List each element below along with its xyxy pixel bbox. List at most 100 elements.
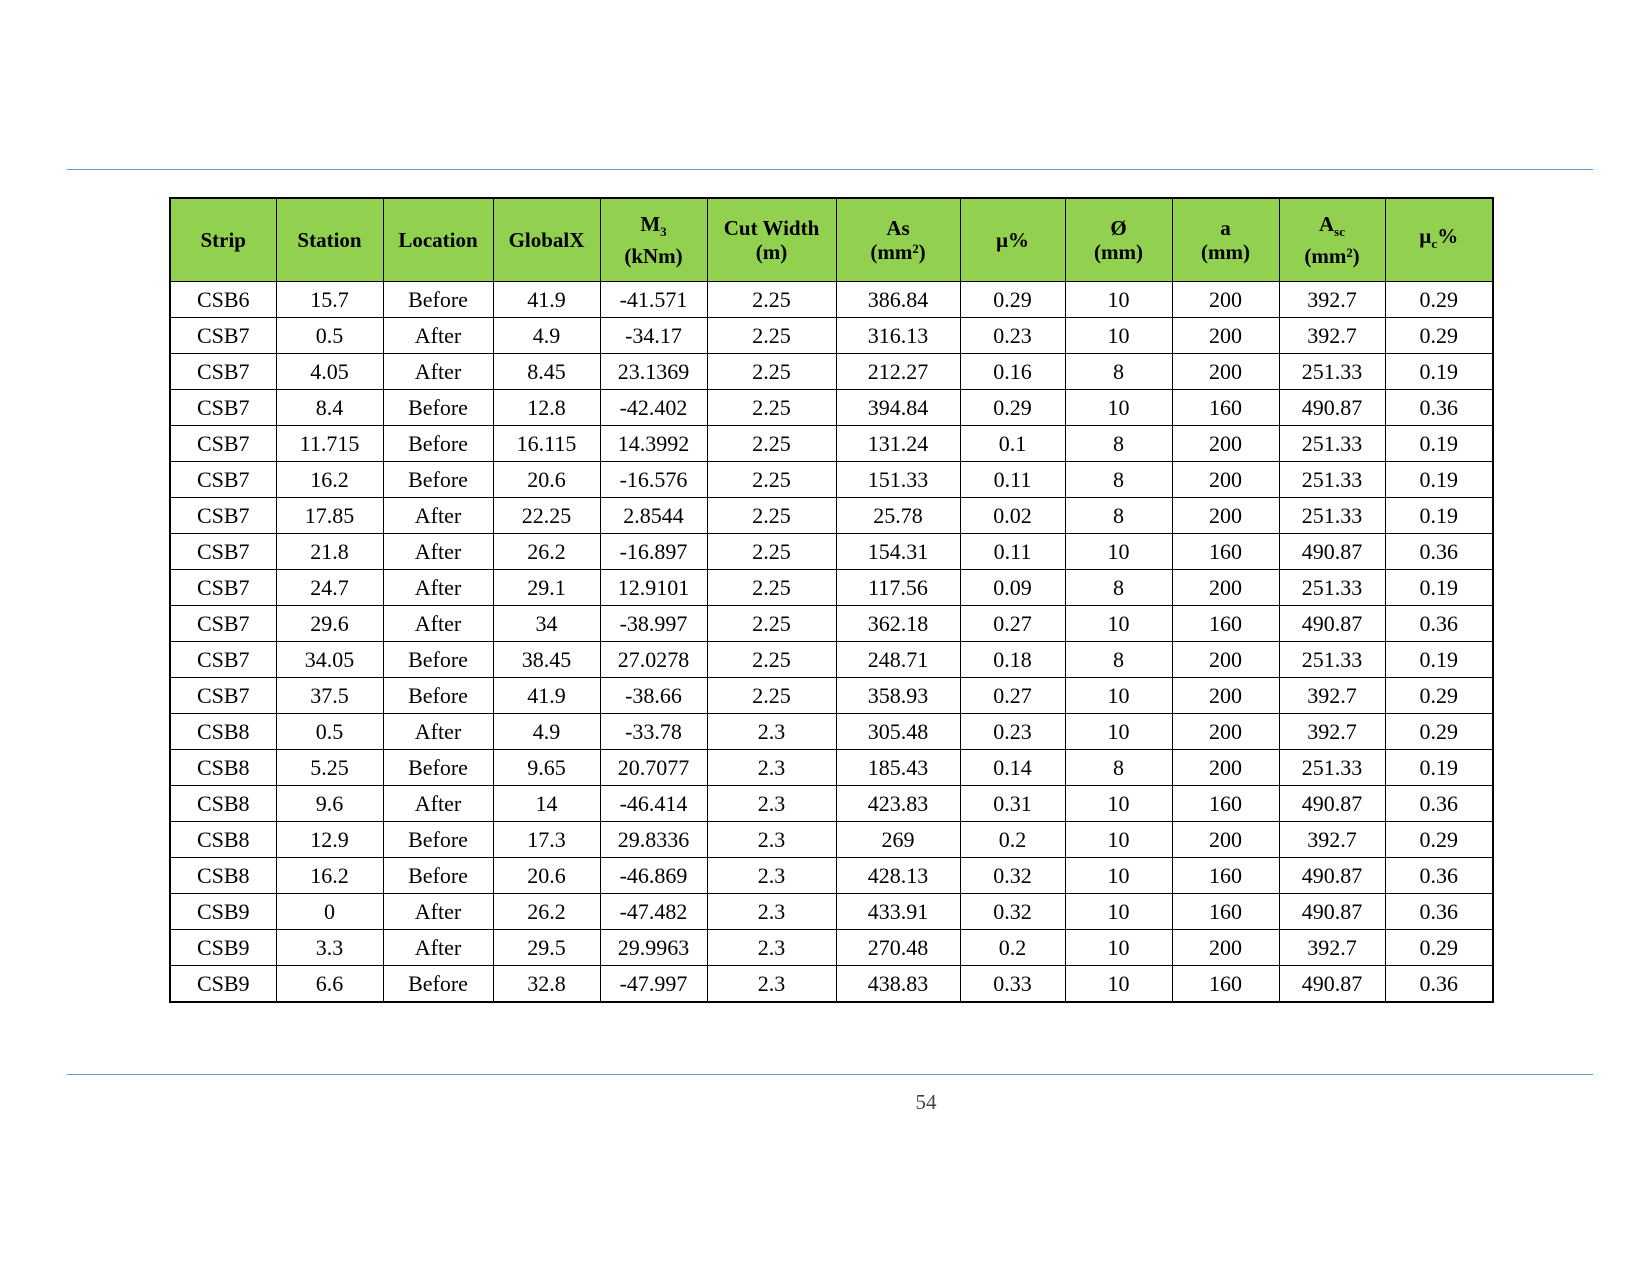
- table-cell: 3.3: [275, 929, 384, 966]
- table-cell: 251.33: [1278, 749, 1386, 786]
- table-cell: 22.25: [492, 497, 601, 534]
- column-header: µ%: [959, 197, 1066, 282]
- table-cell: CSB9: [169, 965, 277, 1003]
- table-cell: -47.997: [599, 965, 708, 1003]
- table-cell: 8.45: [492, 353, 601, 390]
- table-cell: 316.13: [835, 317, 961, 354]
- table-cell: 2.25: [706, 281, 837, 318]
- column-header: a (mm): [1171, 197, 1280, 282]
- table-cell: 160: [1171, 857, 1280, 894]
- table-row: CSB8 0.5 After 4.9 -33.78 2.3 305.48 0.23 10 200 3…: [169, 713, 1494, 750]
- table-cell: Before: [382, 749, 494, 786]
- table-cell: 200: [1171, 749, 1280, 786]
- table-row: CSB8 12.9 Before 17.3 29.8336 2.3 269 0.2 10 200 3…: [169, 821, 1494, 858]
- table-cell: 26.2: [492, 893, 601, 930]
- table-cell: 200: [1171, 641, 1280, 678]
- table-cell: 25.78: [835, 497, 961, 534]
- table-cell: 10: [1064, 929, 1173, 966]
- table-cell: 160: [1171, 893, 1280, 930]
- table-cell: 0.19: [1384, 569, 1494, 606]
- header-rule: [67, 169, 1593, 170]
- table-cell: 0.23: [959, 713, 1066, 750]
- table-cell: CSB7: [169, 461, 277, 498]
- table-cell: 160: [1171, 389, 1280, 426]
- table-row: CSB7 21.8 After 26.2 -16.897 2.25 154.31 0.11 10…: [169, 533, 1494, 570]
- table-cell: 394.84: [835, 389, 961, 426]
- table-cell: 10: [1064, 317, 1173, 354]
- table-cell: Before: [382, 281, 494, 318]
- table-cell: 12.9101: [599, 569, 708, 606]
- table-cell: CSB8: [169, 857, 277, 894]
- table-cell: 386.84: [835, 281, 961, 318]
- table-cell: 2.25: [706, 677, 837, 714]
- table-cell: 2.25: [706, 353, 837, 390]
- table-cell: 0.36: [1384, 785, 1494, 822]
- table-cell: 251.33: [1278, 641, 1386, 678]
- table-row: CSB8 16.2 Before 20.6 -46.869 2.3 428.13 0.32 10…: [169, 857, 1494, 894]
- column-header: M3 (kNm): [599, 197, 708, 282]
- table-cell: After: [382, 569, 494, 606]
- table-cell: Before: [382, 641, 494, 678]
- column-header: Station: [275, 197, 384, 282]
- table-cell: 10: [1064, 857, 1173, 894]
- table-cell: 251.33: [1278, 425, 1386, 462]
- table-cell: CSB7: [169, 353, 277, 390]
- table-cell: 21.8: [275, 533, 384, 570]
- table-cell: 10: [1064, 785, 1173, 822]
- table-row: CSB7 11.715 Before 16.115 14.3992 2.25 131.24 0…: [169, 425, 1494, 462]
- table-cell: 10: [1064, 533, 1173, 570]
- header-label: A: [1318, 211, 1335, 236]
- table-row: CSB9 0 After 26.2 -47.482 2.3 433.91 0.32 10 160 4…: [169, 893, 1494, 930]
- table-cell: 8: [1064, 425, 1173, 462]
- header-label: a: [1220, 216, 1231, 240]
- table-cell: 0.19: [1384, 353, 1494, 390]
- table-cell: 4.05: [275, 353, 384, 390]
- table-cell: 270.48: [835, 929, 961, 966]
- table-cell: 17.3: [492, 821, 601, 858]
- table-cell: 151.33: [835, 461, 961, 498]
- table-cell: 29.1: [492, 569, 601, 606]
- table-cell: CSB7: [169, 425, 277, 462]
- table-cell: 490.87: [1278, 965, 1386, 1003]
- table-cell: 2.25: [706, 317, 837, 354]
- header-label: Location: [398, 228, 478, 252]
- table-cell: CSB7: [169, 677, 277, 714]
- header-subscript: c: [1431, 236, 1438, 252]
- table-cell: 0.2: [959, 821, 1066, 858]
- table-cell: Before: [382, 425, 494, 462]
- table-cell: 12.8: [492, 389, 601, 426]
- table-row: CSB7 4.05 After 8.45 23.1369 2.25 212.27 0.16 8 2…: [169, 353, 1494, 390]
- header-label: Strip: [200, 228, 246, 252]
- table-cell: 251.33: [1278, 353, 1386, 390]
- table-cell: 131.24: [835, 425, 961, 462]
- table-cell: 2.3: [706, 749, 837, 786]
- table-cell: 24.7: [275, 569, 384, 606]
- table-cell: 305.48: [835, 713, 961, 750]
- footer-rule: [67, 1074, 1593, 1075]
- table-header-row: Strip Station Location GlobalX M3 (kNm) Cut Wi…: [169, 197, 1494, 282]
- table-cell: 34: [492, 605, 601, 642]
- table-cell: 200: [1171, 353, 1280, 390]
- table-cell: 11.715: [275, 425, 384, 462]
- table-cell: 26.2: [492, 533, 601, 570]
- table-cell: 0.2: [959, 929, 1066, 966]
- table-cell: CSB8: [169, 749, 277, 786]
- table-cell: Before: [382, 677, 494, 714]
- header-label: Station: [297, 228, 362, 252]
- reinforcement-table: Strip Station Location GlobalX M3 (kNm) Cut Wi…: [169, 197, 1494, 1003]
- column-header: µc%: [1384, 197, 1494, 282]
- table-cell: 0.19: [1384, 749, 1494, 786]
- table-cell: 0.19: [1384, 497, 1494, 534]
- table-cell: 32.8: [492, 965, 601, 1003]
- table-cell: 16.115: [492, 425, 601, 462]
- table-cell: 0.02: [959, 497, 1066, 534]
- table-cell: 10: [1064, 965, 1173, 1003]
- table-cell: 248.71: [835, 641, 961, 678]
- table-cell: 0.5: [275, 317, 384, 354]
- table-cell: 2.25: [706, 569, 837, 606]
- table-cell: Before: [382, 821, 494, 858]
- table-cell: 0.29: [959, 281, 1066, 318]
- page-number: 54: [915, 1090, 937, 1114]
- table-cell: 8: [1064, 353, 1173, 390]
- table-cell: 29.5: [492, 929, 601, 966]
